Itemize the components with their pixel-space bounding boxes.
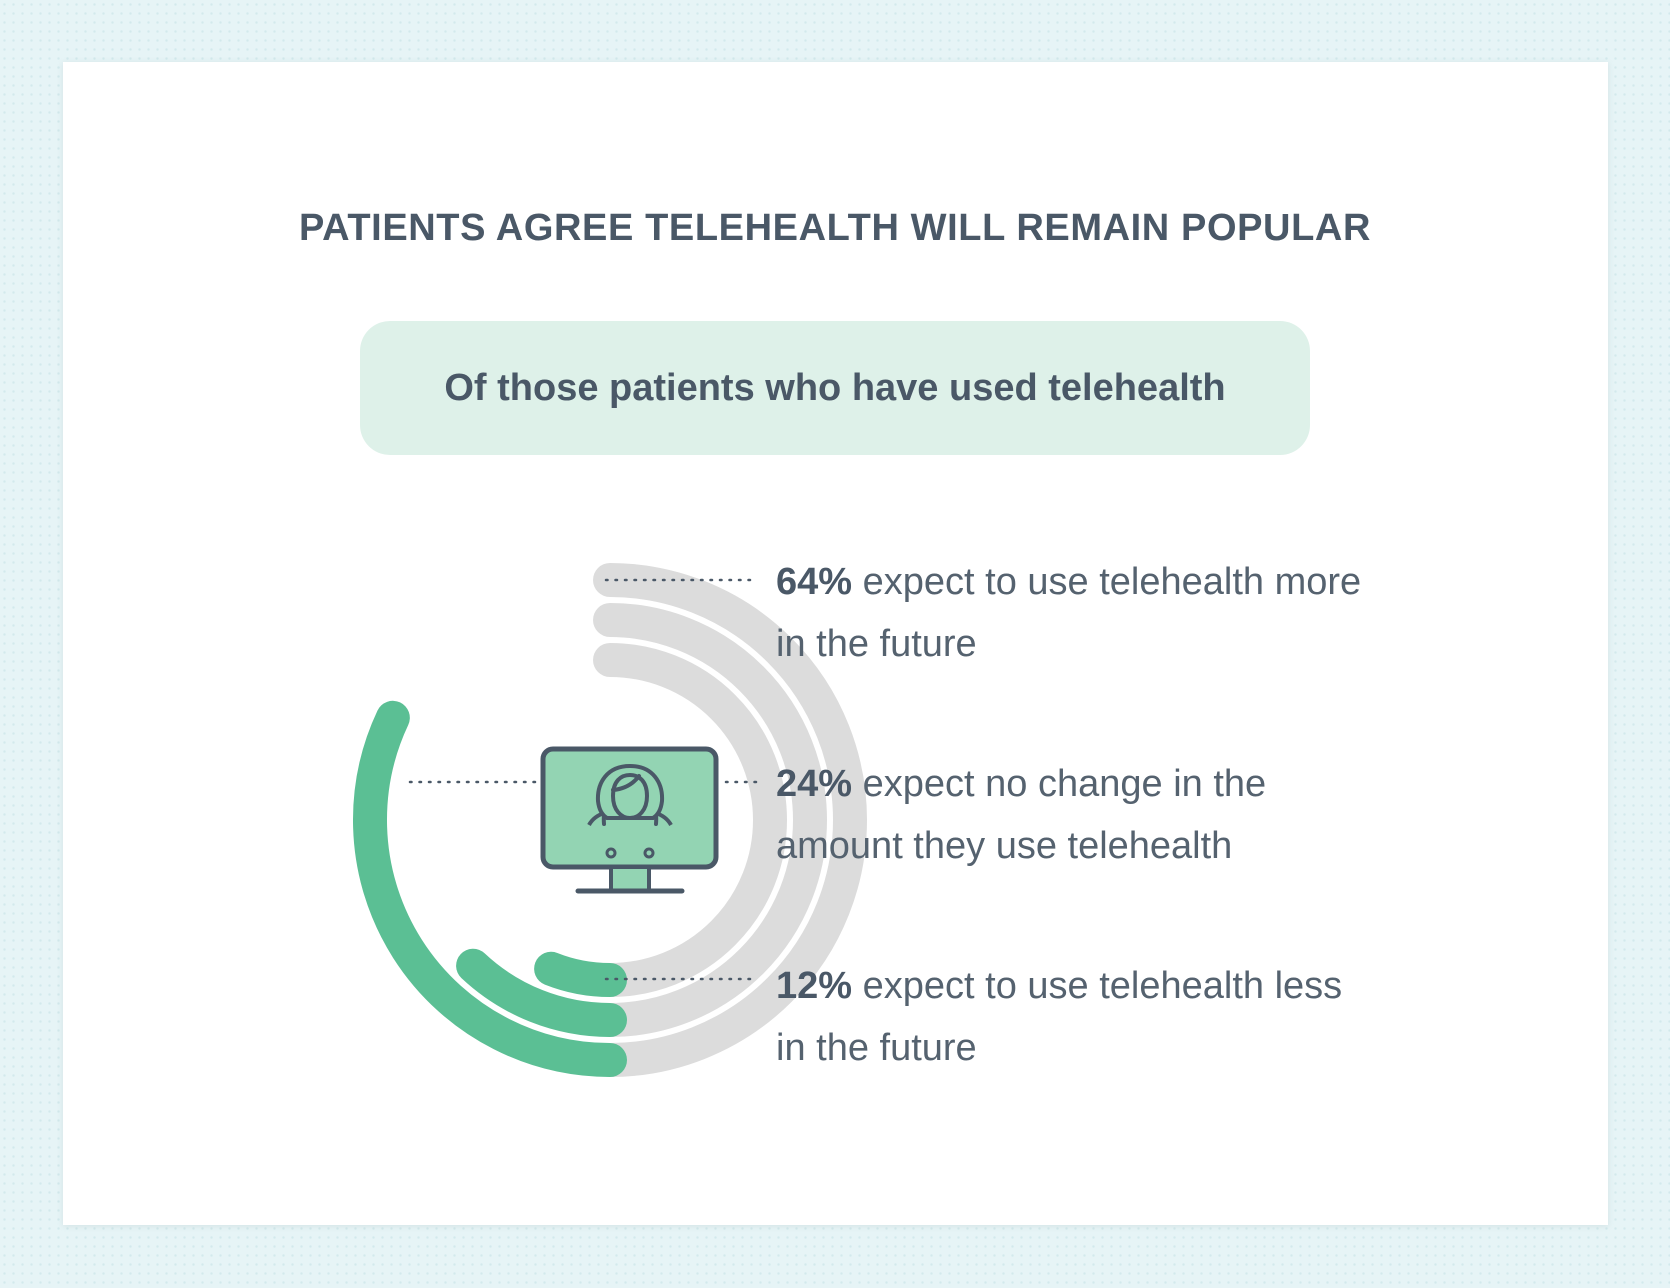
infographic-card xyxy=(63,62,1608,1225)
arc-less-track xyxy=(593,643,787,997)
arc-more-track xyxy=(593,563,867,1077)
label-pct: 64% xyxy=(776,561,853,603)
label-less-in-future: 12% expect to use telehealth less in the… xyxy=(776,955,1366,1079)
arc-less-bar xyxy=(534,951,627,997)
label-pct: 24% xyxy=(776,763,853,805)
label-more-in-future: 64% expect to use telehealth more in the… xyxy=(776,551,1366,675)
arc-no-change-bar xyxy=(456,948,627,1037)
arc-more-bar xyxy=(353,700,627,1077)
label-pct: 12% xyxy=(776,965,853,1007)
label-text: expect to use telehealth less in the fut… xyxy=(776,965,1343,1069)
label-text: expect to use telehealth more in the fut… xyxy=(776,561,1362,665)
leader-lines xyxy=(408,578,758,981)
chart-title: PATIENTS AGREE TELEHEALTH WILL REMAIN PO… xyxy=(299,207,1371,249)
subtitle-text: Of those patients who have used teleheal… xyxy=(444,366,1226,409)
arc-tracks xyxy=(593,563,867,1077)
doctor-on-monitor-icon xyxy=(540,746,719,894)
subtitle-pill: Of those patients who have used teleheal… xyxy=(360,321,1310,455)
arc-no-change-track xyxy=(593,603,827,1037)
label-no-change: 24% expect no change in the amount they … xyxy=(776,753,1366,877)
label-text: expect no change in the amount they use … xyxy=(776,763,1267,867)
